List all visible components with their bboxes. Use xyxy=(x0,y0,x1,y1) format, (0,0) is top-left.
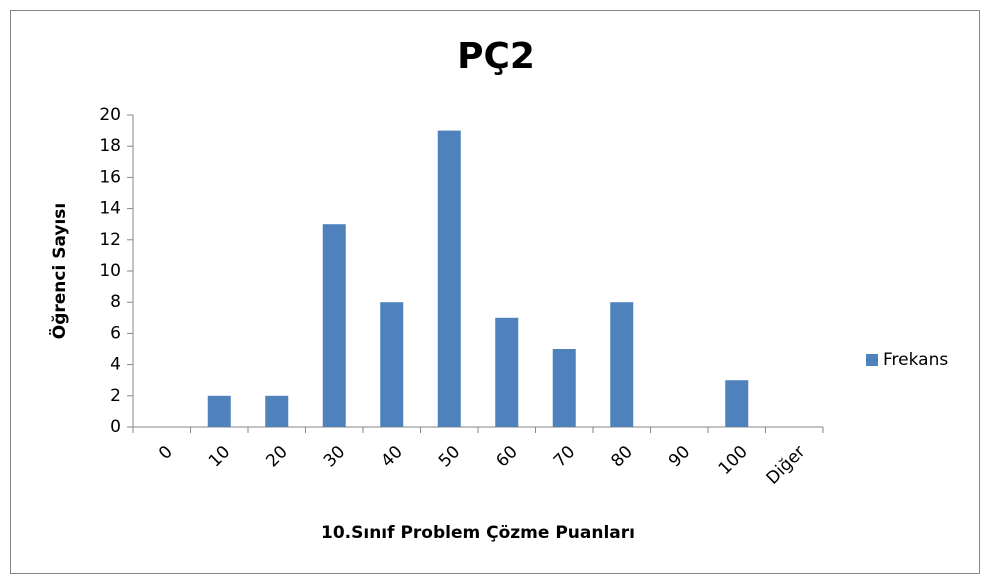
bar xyxy=(552,349,576,427)
y-tick-label: 6 xyxy=(110,323,121,343)
y-tick-label: 12 xyxy=(99,230,121,250)
bar xyxy=(265,395,289,427)
bar xyxy=(495,317,519,427)
bar xyxy=(725,380,749,427)
bar xyxy=(207,395,231,427)
y-tick-label: 4 xyxy=(110,355,121,375)
y-tick-label: 0 xyxy=(110,417,121,437)
bar xyxy=(437,130,461,427)
bar xyxy=(610,302,634,427)
x-axis-label: 10.Sınıf Problem Çözme Puanları xyxy=(321,523,635,543)
y-tick-label: 20 xyxy=(99,105,121,125)
y-tick-label: 10 xyxy=(99,261,121,281)
bar xyxy=(322,224,346,427)
y-axis-label: Öğrenci Sayısı xyxy=(48,203,70,340)
y-tick-label: 2 xyxy=(110,386,121,406)
chart-frame xyxy=(10,10,980,574)
y-tick-label: 14 xyxy=(99,199,121,219)
legend-label: Frekans xyxy=(883,350,948,370)
y-tick-label: 16 xyxy=(99,167,121,187)
bar xyxy=(380,302,404,427)
y-tick-label: 8 xyxy=(110,292,121,312)
chart-title: PÇ2 xyxy=(457,36,535,77)
y-tick-label: 18 xyxy=(99,136,121,156)
legend-swatch xyxy=(866,354,878,366)
